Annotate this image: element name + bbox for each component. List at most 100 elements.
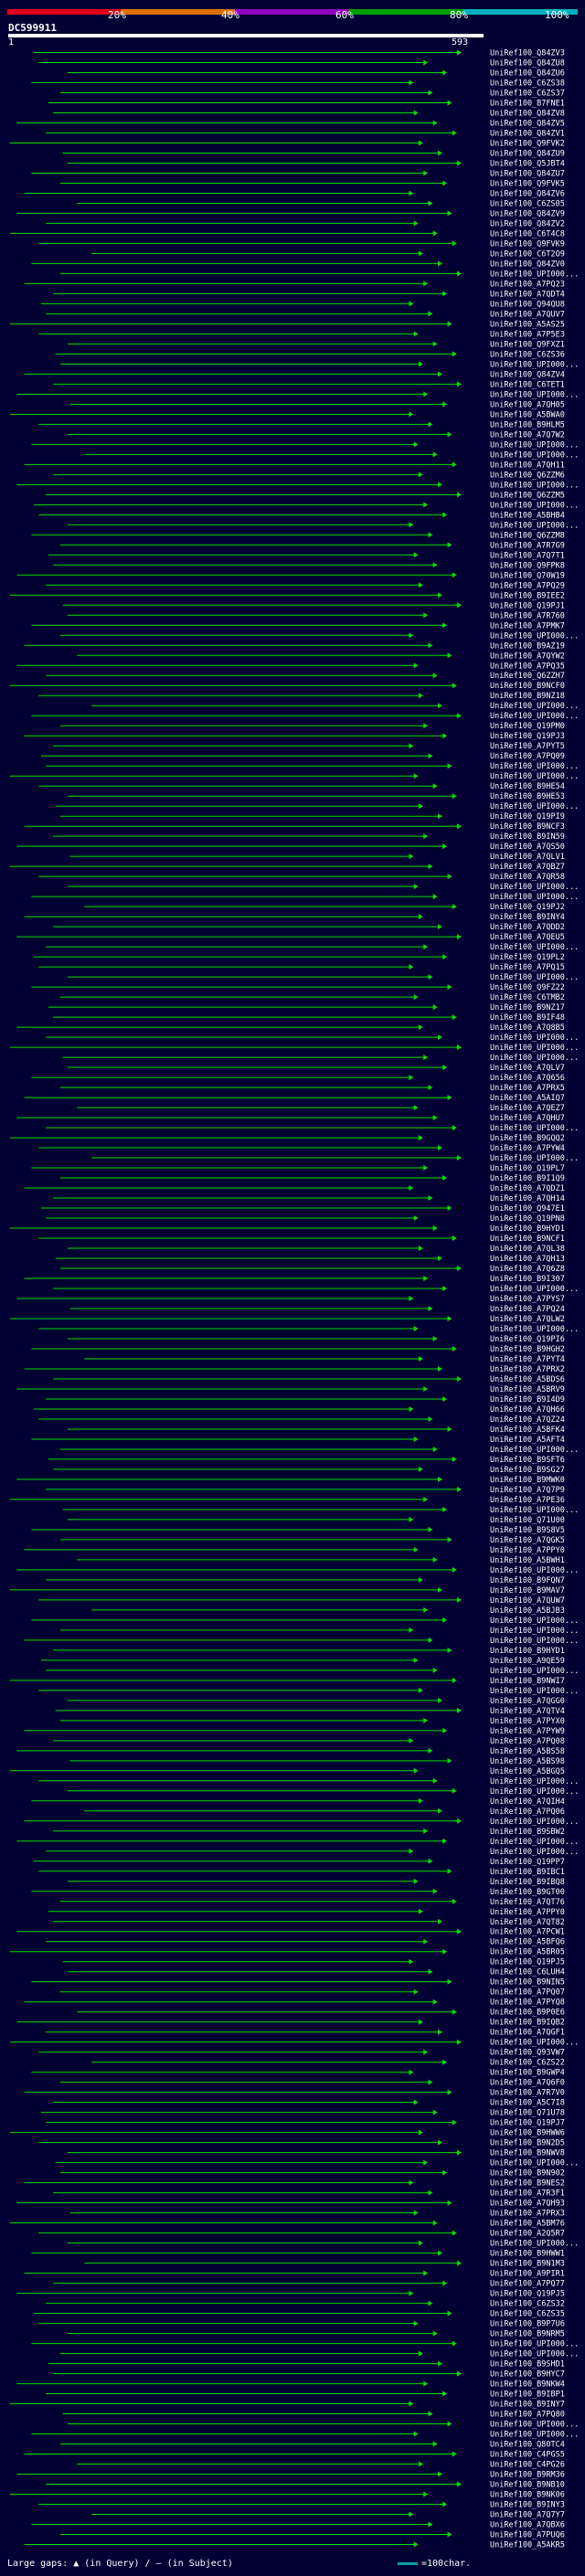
hit-label[interactable]: UniRef100_Q6ZZM5 bbox=[490, 491, 565, 500]
hit-label[interactable]: UniRef100_B9NIN5 bbox=[490, 1978, 565, 1988]
hit-label[interactable]: UniRef100_A7QDT4 bbox=[490, 290, 565, 299]
hit-label[interactable]: UniRef100_B9AZ19 bbox=[490, 641, 565, 651]
hit-label[interactable]: UniRef100_Q5JBT4 bbox=[490, 159, 565, 168]
hit-label[interactable]: UniRef100_B9IBQ8 bbox=[490, 1878, 565, 1887]
hit-label[interactable]: UniRef100_Q84ZU8 bbox=[490, 58, 565, 68]
hit-label[interactable]: UniRef100_Q9FVK9 bbox=[490, 239, 565, 249]
hit-label[interactable]: UniRef100_B9IBC1 bbox=[490, 1868, 565, 1877]
hit-label[interactable]: UniRef100_A7QT82 bbox=[490, 1918, 565, 1927]
hit-label[interactable]: UniRef100_A7Q7T1 bbox=[490, 551, 565, 560]
hit-label[interactable]: UniRef100_A7QS50 bbox=[490, 843, 565, 852]
hit-label[interactable]: UniRef100_B9NKW4 bbox=[490, 2380, 565, 2390]
hit-label[interactable]: UniRef100_UPI000... bbox=[490, 1034, 579, 1043]
hit-label[interactable]: UniRef100_A7PQ15 bbox=[490, 963, 565, 972]
hit-label[interactable]: UniRef100_A7QH14 bbox=[490, 1194, 565, 1203]
hit-label[interactable]: UniRef100_C6T2O9 bbox=[490, 249, 565, 259]
hit-label[interactable]: UniRef100_Q84ZV4 bbox=[490, 370, 565, 379]
hit-label[interactable]: UniRef100_B9N1M3 bbox=[490, 2260, 565, 2269]
hit-label[interactable]: UniRef100_A7PCW1 bbox=[490, 1928, 565, 1937]
hit-label[interactable]: UniRef100_B9NWI7 bbox=[490, 1677, 565, 1686]
hit-label[interactable]: UniRef100_B9NWV8 bbox=[490, 2149, 565, 2158]
hit-label[interactable]: UniRef100_A7QR58 bbox=[490, 873, 565, 882]
hit-label[interactable]: UniRef100_C6ZS32 bbox=[490, 2300, 565, 2309]
hit-label[interactable]: UniRef100_B9NZ18 bbox=[490, 692, 565, 701]
hit-label[interactable]: UniRef100_A7PYX0 bbox=[490, 1717, 565, 1726]
hit-label[interactable]: UniRef100_A5BJB3 bbox=[490, 1606, 565, 1616]
hit-label[interactable]: UniRef100_B9MAV7 bbox=[490, 1586, 565, 1595]
hit-label[interactable]: UniRef100_A5BRV9 bbox=[490, 1385, 565, 1394]
hit-label[interactable]: UniRef100_Q84ZV3 bbox=[490, 48, 565, 58]
hit-label[interactable]: UniRef100_A7QLV1 bbox=[490, 853, 565, 862]
hit-label[interactable]: UniRef100_UPI000... bbox=[490, 521, 579, 530]
hit-label[interactable]: UniRef100_A7R3F1 bbox=[490, 2189, 565, 2199]
hit-label[interactable]: UniRef100_B9N2D5 bbox=[490, 2139, 565, 2148]
hit-label[interactable]: UniRef100_A7PYS7 bbox=[490, 1295, 565, 1304]
hit-label[interactable]: UniRef100_A7P5E3 bbox=[490, 330, 565, 339]
hit-label[interactable]: UniRef100_A7PQ77 bbox=[490, 2280, 565, 2289]
hit-label[interactable]: UniRef100_A7QYW2 bbox=[490, 652, 565, 661]
hit-label[interactable]: UniRef100_C6TET1 bbox=[490, 380, 565, 389]
hit-label[interactable]: UniRef100_A7QUV7 bbox=[490, 310, 565, 319]
hit-label[interactable]: UniRef100_A7Q656 bbox=[490, 1074, 565, 1083]
hit-label[interactable]: UniRef100_C6LUH4 bbox=[490, 1968, 565, 1977]
hit-label[interactable]: UniRef100_A7Q6Z8 bbox=[490, 1265, 565, 1274]
hit-label[interactable]: UniRef100_B9HE54 bbox=[490, 782, 565, 791]
hit-label[interactable]: UniRef100_A5BWA0 bbox=[490, 410, 565, 419]
hit-label[interactable]: UniRef100_UPI000... bbox=[490, 631, 579, 641]
hit-label[interactable]: UniRef100_B9HLM5 bbox=[490, 420, 565, 429]
hit-label[interactable]: UniRef100_A7QDD2 bbox=[490, 923, 565, 932]
hit-label[interactable]: UniRef100_B9NK06 bbox=[490, 2491, 565, 2500]
hit-label[interactable]: UniRef100_UPI000... bbox=[490, 270, 579, 279]
hit-label[interactable]: UniRef100_C4PG26 bbox=[490, 2461, 565, 2470]
hit-label[interactable]: UniRef100_Q84ZU7 bbox=[490, 169, 565, 178]
hit-label[interactable]: UniRef100_A9QE59 bbox=[490, 1657, 565, 1666]
hit-label[interactable]: UniRef100_Q84ZU9 bbox=[490, 149, 565, 158]
hit-label[interactable]: UniRef100_A7PRX2 bbox=[490, 1365, 565, 1374]
hit-label[interactable]: UniRef100_Q19PJ5 bbox=[490, 1958, 565, 1967]
hit-label[interactable]: UniRef100_UPI000... bbox=[490, 943, 579, 952]
hit-label[interactable]: UniRef100_Q84ZV9 bbox=[490, 209, 565, 218]
hit-label[interactable]: UniRef100_UPI000... bbox=[490, 973, 579, 982]
hit-label[interactable]: UniRef100_A7QGG0 bbox=[490, 1697, 565, 1706]
hit-label[interactable]: UniRef100_A7Q7W2 bbox=[490, 430, 565, 440]
hit-label[interactable]: UniRef100_UPI000... bbox=[490, 1446, 579, 1455]
hit-label[interactable]: UniRef100_A7R7G9 bbox=[490, 541, 565, 550]
hit-label[interactable]: UniRef100_A5BS98 bbox=[490, 1757, 565, 1766]
hit-label[interactable]: UniRef100_A7QHU7 bbox=[490, 1114, 565, 1123]
hit-label[interactable]: UniRef100_A7PQ08 bbox=[490, 1737, 565, 1746]
hit-label[interactable]: UniRef100_Q84ZV8 bbox=[490, 109, 565, 118]
hit-label[interactable]: UniRef100_A7PYW4 bbox=[490, 1144, 565, 1153]
hit-label[interactable]: UniRef100_B9I4D9 bbox=[490, 1395, 565, 1405]
hit-label[interactable]: UniRef100_B9NCF3 bbox=[490, 822, 565, 832]
hit-label[interactable]: UniRef100_B9IEE2 bbox=[490, 591, 565, 600]
hit-label[interactable]: UniRef100_UPI000... bbox=[490, 390, 579, 399]
hit-label[interactable]: UniRef100_B9SFT6 bbox=[490, 1456, 565, 1465]
hit-label[interactable]: UniRef100_Q947E1 bbox=[490, 1204, 565, 1214]
hit-label[interactable]: UniRef100_A7PQ07 bbox=[490, 1988, 565, 1998]
hit-label[interactable]: UniRef100_UPI000... bbox=[490, 1054, 579, 1063]
hit-label[interactable]: UniRef100_A7PMK7 bbox=[490, 621, 565, 631]
hit-label[interactable]: UniRef100_Q6ZZH7 bbox=[490, 672, 565, 681]
hit-label[interactable]: UniRef100_UPI000... bbox=[490, 1325, 579, 1334]
hit-label[interactable]: UniRef100_Q19PP7 bbox=[490, 1858, 565, 1867]
hit-label[interactable]: UniRef100_UPI000... bbox=[490, 2350, 579, 2359]
hit-label[interactable]: UniRef100_A5BFK4 bbox=[490, 1426, 565, 1435]
hit-label[interactable]: UniRef100_C6ZS35 bbox=[490, 2310, 565, 2319]
hit-label[interactable]: UniRef100_C6TMB2 bbox=[490, 993, 565, 1002]
hit-label[interactable]: UniRef100_B9HGH2 bbox=[490, 1345, 565, 1354]
hit-label[interactable]: UniRef100_A2Q5R7 bbox=[490, 2230, 565, 2239]
hit-label[interactable]: UniRef100_B9I1Q9 bbox=[490, 1174, 565, 1183]
hit-label[interactable]: UniRef100_A5BWH1 bbox=[490, 1556, 565, 1565]
hit-label[interactable]: UniRef100_A7QIH4 bbox=[490, 1797, 565, 1807]
hit-label[interactable]: UniRef100_UPI000... bbox=[490, 1787, 579, 1797]
hit-label[interactable]: UniRef100_B9GWP4 bbox=[490, 2069, 565, 2078]
hit-label[interactable]: UniRef100_UPI000... bbox=[490, 883, 579, 892]
hit-label[interactable]: UniRef100_Q84ZU6 bbox=[490, 69, 565, 78]
hit-label[interactable]: UniRef100_Q19PJ5 bbox=[490, 2290, 565, 2299]
hit-label[interactable]: UniRef100_A7Q7P9 bbox=[490, 1486, 565, 1495]
hit-label[interactable]: UniRef100_A7Q8B5 bbox=[490, 1023, 565, 1033]
hit-label[interactable]: UniRef100_A7PPY0 bbox=[490, 1908, 565, 1917]
hit-label[interactable]: UniRef100_Q84ZV5 bbox=[490, 119, 565, 128]
hit-label[interactable]: UniRef100_A7QGK5 bbox=[490, 1536, 565, 1545]
hit-label[interactable]: UniRef100_B9NCF0 bbox=[490, 682, 565, 691]
